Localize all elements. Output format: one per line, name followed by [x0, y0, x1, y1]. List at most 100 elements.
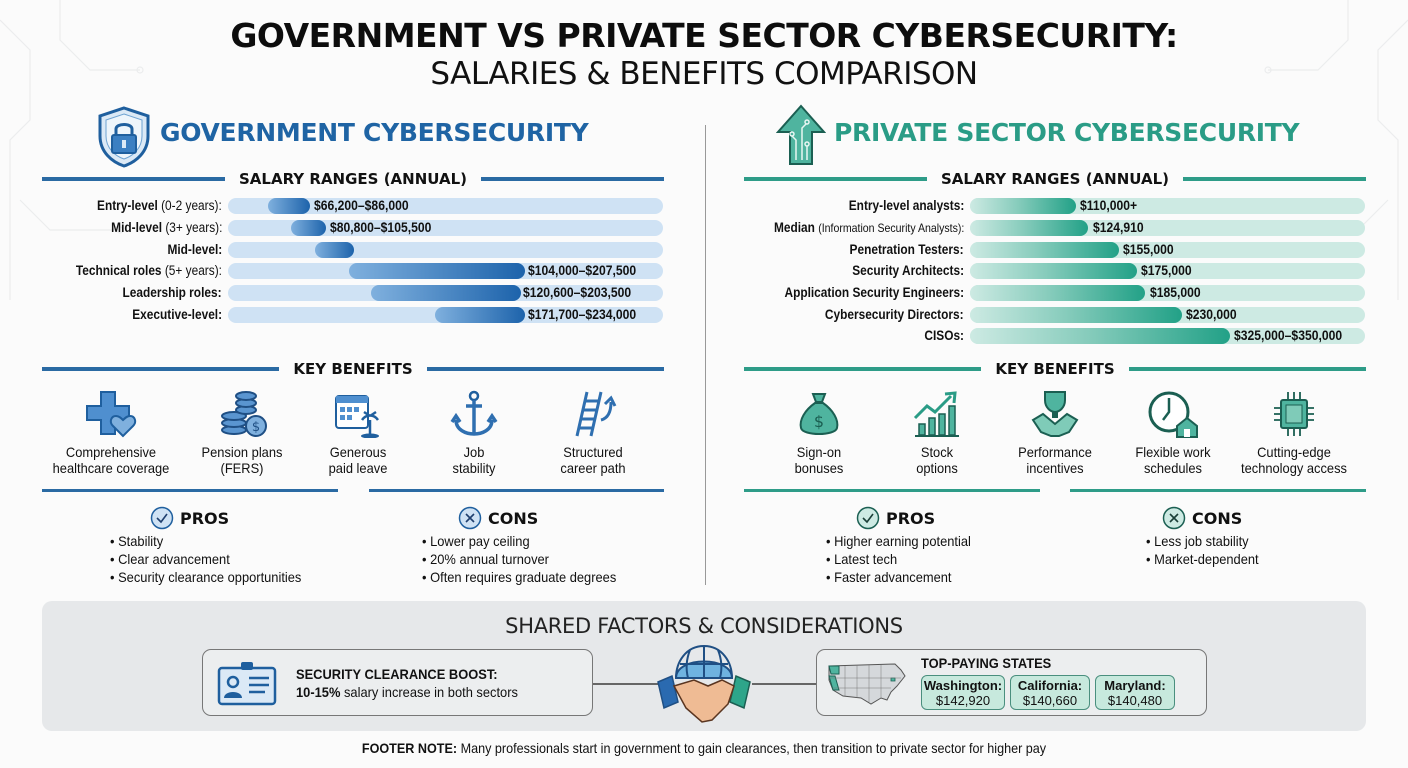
check-circle-icon: [150, 506, 174, 530]
benefit-label: Structured: [563, 444, 623, 460]
salary-row: Cybersecurity Directors: $230,000: [0, 307, 1408, 323]
benefit-technology-access: Cutting-edge technology access: [1224, 390, 1364, 476]
cons-item: Often requires graduate degrees: [422, 568, 616, 586]
salary-label: Entry-level analysts:: [848, 198, 964, 213]
salary-label: Technical roles (5+ years):: [75, 263, 222, 278]
salary-value: $230,000: [1186, 307, 1237, 322]
globe-handshake-icon: [657, 645, 751, 723]
pros-item: Clear advancement: [110, 550, 301, 568]
calendar-palm-icon: [335, 395, 380, 438]
benefit-label: technology access: [1241, 460, 1347, 476]
salary-row: Mid-level:: [0, 242, 1408, 258]
salary-bar: [970, 285, 1145, 301]
salary-label: Mid-level (3+ years):: [110, 220, 222, 235]
private-salary-heading: SALARY RANGES (ANNUAL): [744, 170, 1367, 188]
salary-label: Executive-level:: [132, 307, 222, 322]
benefit-label: Performance: [1018, 444, 1092, 460]
private-pros-heading: PROS: [856, 506, 935, 530]
state-california: California: $140,660: [1010, 675, 1090, 710]
benefit-label: bonuses: [794, 460, 844, 476]
private-cons-list: Less job stability Market-dependent: [1146, 532, 1259, 568]
pros-heading-text: PROS: [886, 508, 936, 528]
salary-bar: [970, 198, 1076, 214]
benefit-performance-incentives: Performance incentives: [985, 390, 1125, 476]
growth-chart-icon: [913, 391, 959, 437]
cons-item: Market-dependent: [1146, 550, 1259, 568]
microchip-icon: [1274, 392, 1314, 436]
salary-row: Security Architects: $175,000: [0, 263, 1408, 279]
salary-row: Median (Information Security Analysts): …: [0, 220, 1408, 236]
benefit-label: options: [916, 460, 958, 476]
salary-row: Mid-level (3+ years): $80,800–$105,500: [0, 220, 1408, 236]
benefit-career-path: Structured career path: [523, 390, 663, 476]
ladder-arrow-icon: [575, 391, 617, 437]
page-subtitle: SALARIES & BENEFITS COMPARISON: [430, 56, 978, 92]
salary-label: Cybersecurity Directors:: [825, 307, 964, 322]
private-section-title: PRIVATE SECTOR CYBERSECURITY: [834, 118, 1300, 147]
salary-bar: [970, 220, 1088, 236]
shield-lock-icon: [98, 106, 150, 168]
state-name: Maryland:: [1104, 678, 1166, 693]
salary-value: $120,600–$203,500: [523, 285, 632, 300]
salary-bar: [268, 198, 310, 214]
circuit-arrow-up-icon: [776, 104, 826, 165]
money-bag-icon: $: [799, 393, 839, 435]
clearance-text: salary increase in both sectors: [343, 684, 518, 700]
pros-rule: [42, 489, 338, 492]
top-paying-states-card: TOP-PAYING STATES Washington: $142,920 C…: [816, 649, 1207, 716]
benefit-sign-on-bonus: $ Sign-on bonuses: [749, 390, 889, 476]
benefit-paid-leave: Generous paid leave: [288, 390, 428, 476]
benefit-healthcare: Comprehensive healthcare coverage: [41, 390, 181, 476]
state-name: Washington:: [923, 678, 1003, 693]
benefit-label: Job: [463, 444, 485, 460]
clearance-percent: 10-15%: [296, 684, 341, 700]
benefit-label: schedules: [1143, 460, 1202, 476]
anchor-icon: [450, 390, 498, 436]
salary-value: $175,000: [1141, 263, 1192, 278]
salary-row: Leadership roles: $120,600–$203,500: [0, 285, 1408, 301]
salary-bar-track: [228, 198, 663, 214]
salary-row: Executive-level: $171,700–$234,000: [0, 307, 1408, 323]
pros-item: Latest tech: [826, 550, 971, 568]
trophy-handshake-icon: [1031, 391, 1079, 437]
medical-cross-heart-icon: [86, 391, 137, 438]
pros-heading-text: PROS: [180, 508, 230, 528]
salary-label: Application Security Engineers:: [784, 285, 964, 300]
salary-row: Entry-level analysts: $110,000+: [0, 198, 1408, 214]
benefit-label: Comprehensive: [65, 444, 157, 460]
government-benefits-heading: KEY BENEFITS: [42, 360, 665, 378]
salary-bar: [315, 242, 354, 258]
salary-value: $110,000+: [1080, 198, 1138, 213]
benefit-label: (FERS): [220, 460, 264, 476]
salary-label: Security Architects:: [852, 263, 964, 278]
page-title: GOVERNMENT VS PRIVATE SECTOR CYBERSECURI…: [230, 16, 1178, 55]
id-badge-icon: [217, 662, 277, 706]
private-pros-list: Higher earning potential Latest tech Fas…: [826, 532, 971, 586]
cons-heading-text: CONS: [1192, 508, 1243, 528]
salary-bar: [970, 328, 1230, 344]
x-circle-icon: [1162, 506, 1186, 530]
state-salary: $140,480: [1107, 693, 1163, 708]
state-salary: $140,660: [1022, 693, 1078, 708]
us-map-icon: [828, 663, 906, 705]
benefit-label: Cutting-edge: [1257, 444, 1331, 460]
benefit-stock-options: Stock options: [867, 390, 1007, 476]
salary-value: $104,000–$207,500: [528, 263, 637, 278]
benefit-label: paid leave: [328, 460, 388, 476]
column-divider: [705, 125, 706, 585]
salary-bar: [970, 307, 1182, 323]
benefit-flexible-work: Flexible work schedules: [1103, 390, 1243, 476]
benefits-heading-text: KEY BENEFITS: [995, 360, 1115, 378]
salary-value: $325,000–$350,000: [1234, 328, 1343, 343]
cons-heading-text: CONS: [488, 508, 539, 528]
x-circle-icon: [458, 506, 482, 530]
state-name: California:: [1017, 678, 1083, 693]
salary-bar: [435, 307, 525, 323]
government-section-title: GOVERNMENT CYBERSECURITY: [160, 118, 589, 147]
circuit-decoration-left: [0, 0, 144, 300]
clearance-heading: SECURITY CLEARANCE BOOST:: [296, 666, 498, 682]
connector-line: [752, 683, 816, 685]
pros-item: Security clearance opportunities: [110, 568, 301, 586]
pros-item: Higher earning potential: [826, 532, 971, 550]
pros-rule: [744, 489, 1040, 492]
